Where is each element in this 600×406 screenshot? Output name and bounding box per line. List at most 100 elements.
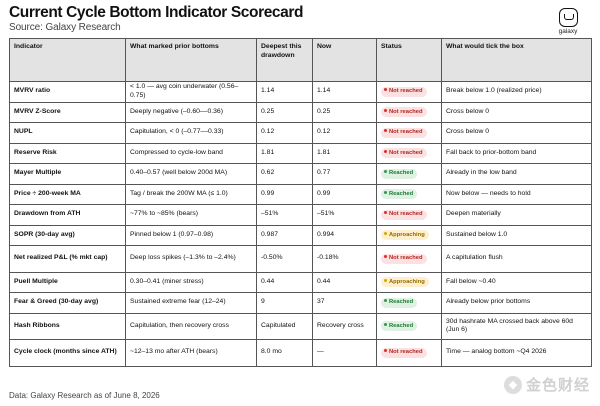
tick-box-cell: Cross below 0 <box>441 101 592 123</box>
prior-bottom-cell: 0.40–0.57 (well below 200d MA) <box>125 163 257 185</box>
tick-box-cell: Time — analog bottom ~Q4 2026 <box>441 339 592 367</box>
indicator-cell: Reserve Risk <box>9 142 126 164</box>
deepest-cell: 8.0 mo <box>256 339 313 367</box>
status-dot-icon <box>384 322 387 326</box>
status-label: Not reached <box>389 149 423 156</box>
status-label: Not reached <box>389 255 423 262</box>
indicator-cell: SOPR (30-day avg) <box>9 224 126 246</box>
footer-note: Data: Galaxy Research as of June 8, 2026 <box>9 391 160 400</box>
logo-text: galaxy <box>558 28 578 35</box>
prior-bottom-cell: Capitulation, < 0 (–0.77––0.33) <box>125 122 257 144</box>
now-cell: –51% <box>312 204 377 226</box>
galaxy-logo: galaxy <box>548 8 588 35</box>
deepest-cell: 0.25 <box>256 101 313 123</box>
prior-bottom-cell: ~12–13 mo after ATH (bears) <box>125 339 257 367</box>
prior-bottom-cell: Pinned below 1 (0.97–0.98) <box>125 224 257 246</box>
deepest-cell: Capitulated <box>256 312 313 340</box>
table-row: Drawdown from ATH ~77% to ~85% (bears) –51… <box>9 204 592 226</box>
indicator-cell: Price ÷ 200-week MA <box>9 183 126 205</box>
status-badge: Not reached <box>381 107 427 118</box>
indicator-cell: Fear & Greed (30-day avg) <box>9 292 126 314</box>
deepest-cell: –51% <box>256 204 313 226</box>
status-badge: Not reached <box>381 86 427 97</box>
status-label: Reached <box>389 322 414 329</box>
tick-box-cell: Cross below 0 <box>441 122 592 144</box>
prior-bottom-cell: Compressed to cycle-low band <box>125 142 257 164</box>
now-cell: 0.994 <box>312 224 377 246</box>
indicator-cell: Drawdown from ATH <box>9 204 126 226</box>
status-dot-icon <box>384 231 387 235</box>
status-dot-icon <box>384 88 387 92</box>
table-row: Net realized P&L (% mkt cap) Deep loss sp… <box>9 245 592 273</box>
status-dot-icon <box>384 255 387 259</box>
tick-box-cell: Fall back to prior-bottom band <box>441 142 592 164</box>
status-dot-icon <box>384 278 387 282</box>
now-cell: -0.18% <box>312 245 377 273</box>
tick-box-cell: A capitulation flush <box>441 245 592 273</box>
prior-bottom-cell: Tag / break the 200W MA (≤ 1.0) <box>125 183 257 205</box>
status-cell: Approaching <box>376 271 442 293</box>
status-badge: Approaching <box>381 277 429 288</box>
status-label: Reached <box>389 170 414 177</box>
tick-box-cell: Deepen materially <box>441 204 592 226</box>
status-badge: Not reached <box>381 209 427 220</box>
tick-box-cell: 30d hashrate MA crossed back above 60d (… <box>441 312 592 340</box>
status-label: Reached <box>389 299 414 306</box>
page-title: Current Cycle Bottom Indicator Scorecard <box>9 4 304 21</box>
now-cell: 0.25 <box>312 101 377 123</box>
deepest-cell: 1.14 <box>256 81 313 103</box>
status-cell: Not reached <box>376 245 442 273</box>
deepest-cell: 1.81 <box>256 142 313 164</box>
status-label: Approaching <box>389 278 425 285</box>
page-subtitle: Source: Galaxy Research <box>9 22 121 33</box>
status-cell: Not reached <box>376 122 442 144</box>
header-status: Status <box>376 38 442 82</box>
status-cell: Not reached <box>376 142 442 164</box>
status-label: Approaching <box>389 231 425 238</box>
scorecard-table: Indicator What marked prior bottoms Deep… <box>9 38 592 367</box>
now-cell: 1.81 <box>312 142 377 164</box>
status-cell: Approaching <box>376 224 442 246</box>
table-row: NUPL Capitulation, < 0 (–0.77––0.33) 0.12 0… <box>9 122 592 144</box>
table-row: Fear & Greed (30-day avg) Sustained extre… <box>9 292 592 314</box>
status-label: Not reached <box>389 211 423 218</box>
status-cell: Reached <box>376 163 442 185</box>
now-cell: 0.12 <box>312 122 377 144</box>
status-label: Not reached <box>389 88 423 95</box>
indicator-cell: Cycle clock (months since ATH) <box>9 339 126 367</box>
header-now: Now <box>312 38 377 82</box>
tick-box-cell: Sustained below 1.0 <box>441 224 592 246</box>
now-cell: 37 <box>312 292 377 314</box>
deepest-cell: -0.50% <box>256 245 313 273</box>
now-cell: 0.99 <box>312 183 377 205</box>
status-cell: Reached <box>376 312 442 340</box>
status-label: Not reached <box>389 108 423 115</box>
status-cell: Reached <box>376 183 442 205</box>
status-dot-icon <box>384 129 387 133</box>
tick-box-cell: Already in the low band <box>441 163 592 185</box>
header-tick-box: What would tick the box <box>441 38 592 82</box>
now-cell: 1.14 <box>312 81 377 103</box>
table-row: MVRV Z-Score Deeply negative (–0.60––0.36… <box>9 101 592 123</box>
table-row: Price ÷ 200-week MA Tag / break the 200W … <box>9 183 592 205</box>
status-badge: Reached <box>381 189 418 200</box>
status-cell: Not reached <box>376 101 442 123</box>
status-dot-icon <box>384 211 387 215</box>
deepest-cell: 0.62 <box>256 163 313 185</box>
tick-box-cell: Fall below ~0.40 <box>441 271 592 293</box>
prior-bottom-cell: < 1.0 — avg coin underwater (0.56–0.75) <box>125 81 257 103</box>
status-badge: Reached <box>381 168 418 179</box>
header-prior-bottoms: What marked prior bottoms <box>125 38 257 82</box>
table-row: Hash Ribbons Capitulation, then recovery … <box>9 312 592 340</box>
status-dot-icon <box>384 299 387 303</box>
table-header-row: Indicator What marked prior bottoms Deep… <box>9 38 592 82</box>
status-dot-icon <box>384 349 387 353</box>
prior-bottom-cell: Deeply negative (–0.60––0.36) <box>125 101 257 123</box>
deepest-cell: 0.12 <box>256 122 313 144</box>
status-badge: Reached <box>381 297 418 308</box>
prior-bottom-cell: Deep loss spikes (–1.3% to –2.4%) <box>125 245 257 273</box>
indicator-cell: MVRV ratio <box>9 81 126 103</box>
deepest-cell: 0.99 <box>256 183 313 205</box>
status-cell: Not reached <box>376 204 442 226</box>
table-row: Mayer Multiple 0.40–0.57 (well below 200d… <box>9 163 592 185</box>
